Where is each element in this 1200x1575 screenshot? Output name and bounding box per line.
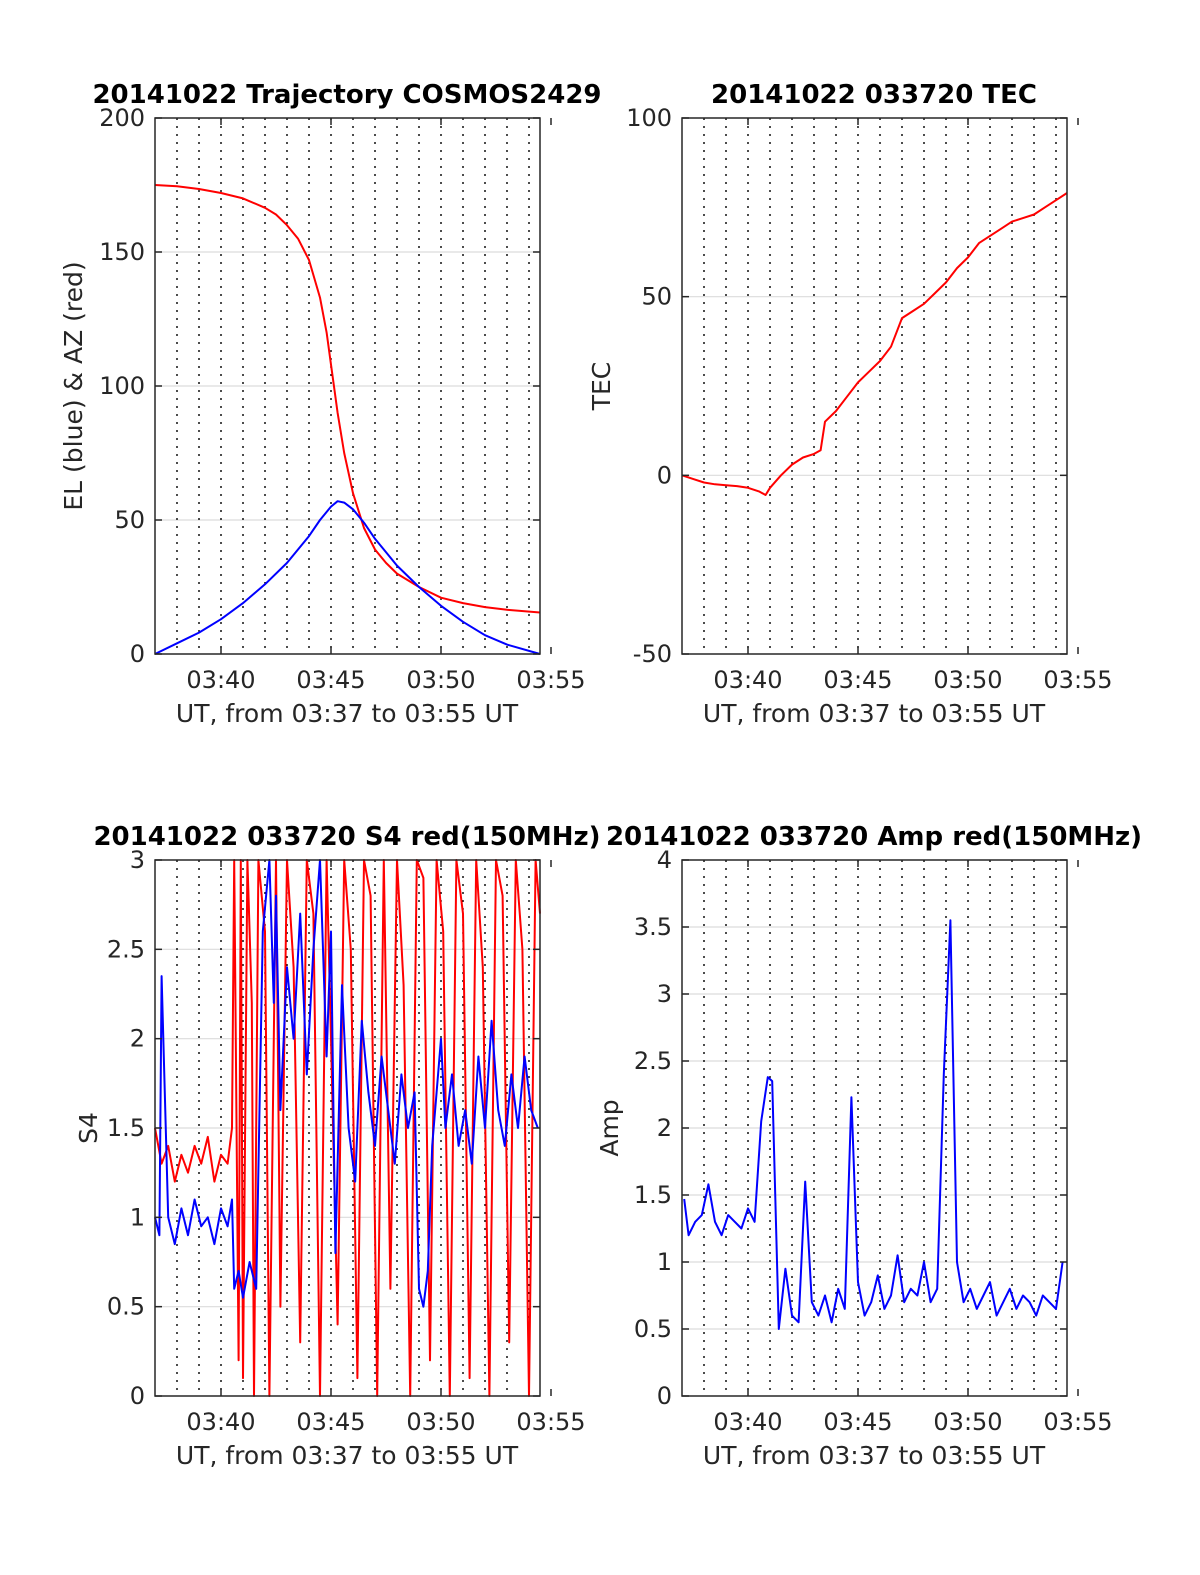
y-axis-label-2: TEC bbox=[587, 362, 616, 412]
x-axis-label-3: UT, from 03:37 to 03:55 UT bbox=[176, 1441, 519, 1470]
axes-4: 03:40 03:45 03:50 03:55 0 0.5 1 1.5 2 2.5 3 3.5 4 bbox=[634, 846, 1113, 1436]
p2-x-tick-label-3: 03:55 bbox=[1043, 666, 1112, 694]
p4-y-tick-label-8: 4 bbox=[657, 846, 672, 874]
p3-y-tick-label-6: 3 bbox=[130, 846, 145, 874]
p4-y-tick-label-2: 1 bbox=[657, 1248, 672, 1276]
p1-series-az-line bbox=[154, 184, 541, 614]
p4-x-tick-label-1: 03:45 bbox=[823, 1408, 892, 1436]
axes-2: 03:40 03:45 03:50 03:55 -50 0 50 100 bbox=[626, 104, 1112, 694]
p4-y-tick-label-6: 3 bbox=[657, 980, 672, 1008]
p4-x-tick-label-0: 03:40 bbox=[713, 1408, 782, 1436]
x-axis-label-2: UT, from 03:37 to 03:55 UT bbox=[703, 699, 1046, 728]
p3-series-blue-line bbox=[154, 859, 539, 1308]
p3-y-tick-label-4: 2 bbox=[130, 1025, 145, 1053]
p2-y-tick-label-3: 100 bbox=[626, 104, 672, 132]
chart-title-1: 20141022 Trajectory COSMOS2429 bbox=[92, 80, 601, 110]
p1-y-tick-label-1: 50 bbox=[114, 506, 145, 534]
p2-y-tick-label-2: 50 bbox=[641, 283, 672, 311]
p4-series-amp-line bbox=[683, 919, 1064, 1330]
p2-series-tec-line bbox=[681, 192, 1068, 496]
p3-y-tick-label-0: 0 bbox=[130, 1382, 145, 1410]
chart-title-2: 20141022 033720 TEC bbox=[711, 80, 1037, 110]
p2-x-tick-label-2: 03:50 bbox=[933, 666, 1002, 694]
p3-x-tick-label-3: 03:55 bbox=[516, 1408, 585, 1436]
p1-y-tick-label-0: 0 bbox=[130, 640, 145, 668]
panel-amp: 03:40 03:45 03:50 03:55 0 0.5 1 1.5 2 2.5 3 3.5 4 20… bbox=[595, 822, 1142, 1470]
p3-x-tick-label-1: 03:45 bbox=[296, 1408, 365, 1436]
p3-series-red-line bbox=[154, 859, 541, 1397]
p1-x-tick-label-1: 03:45 bbox=[296, 666, 365, 694]
p3-x-tick-label-0: 03:40 bbox=[186, 1408, 255, 1436]
axes-1: 03:40 03:45 03:50 03:55 0 50 100 150 200 bbox=[99, 104, 585, 694]
p3-y-tick-label-5: 2.5 bbox=[107, 935, 145, 963]
p3-y-tick-label-3: 1.5 bbox=[107, 1114, 145, 1142]
p3-y-tick-label-2: 1 bbox=[130, 1203, 145, 1231]
p4-y-tick-label-1: 0.5 bbox=[634, 1315, 672, 1343]
p4-y-tick-label-5: 2.5 bbox=[634, 1047, 672, 1075]
p3-x-tick-label-2: 03:50 bbox=[406, 1408, 475, 1436]
p1-x-tick-label-0: 03:40 bbox=[186, 666, 255, 694]
y-axis-label-1: EL (blue) & AZ (red) bbox=[59, 261, 88, 510]
p4-y-tick-label-0: 0 bbox=[657, 1382, 672, 1410]
p1-y-tick-label-3: 150 bbox=[99, 238, 145, 266]
chart-title-3: 20141022 033720 S4 red(150MHz) bbox=[93, 822, 600, 852]
p1-x-tick-label-3: 03:55 bbox=[516, 666, 585, 694]
p2-x-tick-label-1: 03:45 bbox=[823, 666, 892, 694]
chart-title-4: 20141022 033720 Amp red(150MHz) bbox=[606, 822, 1142, 852]
p1-y-tick-label-4: 200 bbox=[99, 104, 145, 132]
y-axis-label-4: Amp bbox=[595, 1099, 624, 1156]
panel-trajectory: 03:40 03:45 03:50 03:55 0 50 100 150 200 2014102… bbox=[59, 80, 602, 728]
p4-x-tick-label-2: 03:50 bbox=[933, 1408, 1002, 1436]
panel-s4: 03:40 03:45 03:50 03:55 0 0.5 1 1.5 2 2.5 3 201410… bbox=[74, 822, 601, 1470]
p4-y-tick-label-3: 1.5 bbox=[634, 1181, 672, 1209]
p4-y-tick-label-4: 2 bbox=[657, 1114, 672, 1142]
p2-axes-box bbox=[681, 117, 1068, 655]
p2-y-tick-label-0: -50 bbox=[633, 640, 672, 668]
panel-tec: 03:40 03:45 03:50 03:55 -50 0 50 100 20141022 0… bbox=[587, 80, 1113, 728]
p1-x-tick-label-2: 03:50 bbox=[406, 666, 475, 694]
p3-y-tick-label-1: 0.5 bbox=[107, 1293, 145, 1321]
axes-3: 03:40 03:45 03:50 03:55 0 0.5 1 1.5 2 2.5 3 bbox=[107, 846, 586, 1436]
p4-x-tick-label-3: 03:55 bbox=[1043, 1408, 1112, 1436]
p2-y-tick-label-1: 0 bbox=[657, 461, 672, 489]
p1-y-tick-label-2: 100 bbox=[99, 372, 145, 400]
x-axis-label-1: UT, from 03:37 to 03:55 UT bbox=[176, 699, 519, 728]
p4-y-tick-label-7: 3.5 bbox=[634, 913, 672, 941]
x-axis-label-4: UT, from 03:37 to 03:55 UT bbox=[703, 1441, 1046, 1470]
y-axis-label-3: S4 bbox=[74, 1112, 103, 1144]
p2-x-tick-label-0: 03:40 bbox=[713, 666, 782, 694]
p1-series-el-line bbox=[154, 500, 541, 655]
